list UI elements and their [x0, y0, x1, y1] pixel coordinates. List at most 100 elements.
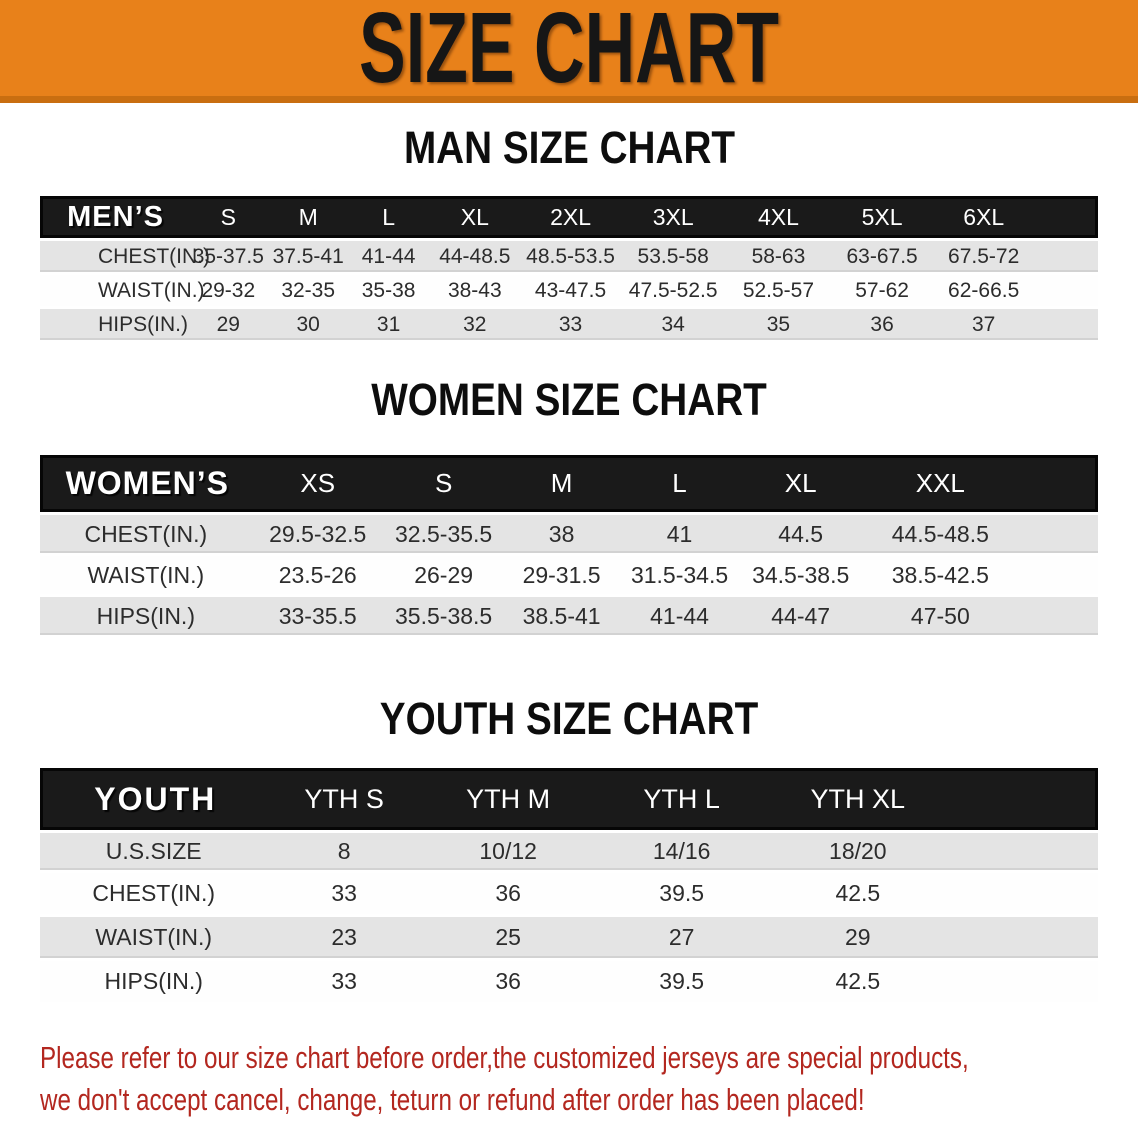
size-value-cell: 23: [267, 917, 421, 961]
size-value-cell: 26-29: [383, 556, 504, 597]
size-column-header: 2XL: [520, 196, 621, 238]
size-value-cell: 38-43: [429, 275, 521, 309]
youth-section-title-text: YOUTH SIZE CHART: [379, 693, 759, 744]
filler-cell: [947, 873, 1098, 917]
header-filler: [947, 768, 1098, 830]
size-value-cell: 33: [267, 961, 421, 1005]
table-row: CHEST(IN.) 35-37.5 37.5-41 41-44 44-48.5 48.5…: [40, 238, 1098, 275]
size-column-header: XL: [429, 196, 521, 238]
size-value-cell: 38: [503, 512, 620, 556]
size-value-cell: 35-37.5: [188, 238, 269, 275]
table-row: WAIST(IN.) 23.5-26 26-29 29-31.5 31.5-34.5 34…: [40, 556, 1098, 597]
filler-cell: [1018, 597, 1098, 638]
size-value-cell: 18/20: [767, 830, 948, 873]
row-label: WAIST(IN.): [40, 275, 205, 309]
table-header-row: WOMEN’S XS S M L XL XXL: [40, 455, 1098, 512]
size-value-cell: 38.5-42.5: [862, 556, 1019, 597]
women-size-table: WOMEN’S XS S M L XL XXL CHEST(IN.) 29.5-32.5 32.5…: [40, 455, 1098, 638]
table-row: WAIST(IN.) 29-32 32-35 35-38 38-43 43-47.5 47.…: [40, 275, 1098, 309]
size-value-cell: 35.5-38.5: [383, 597, 504, 638]
group-label: MEN’S: [40, 196, 189, 238]
filler-cell: [947, 961, 1098, 1005]
table-row: WAIST(IN.) 23 25 27 29: [40, 917, 1098, 961]
size-value-cell: 39.5: [595, 873, 768, 917]
size-value-cell: 34: [620, 309, 726, 343]
table-row: CHEST(IN.) 29.5-32.5 32.5-35.5 38 41 44.5 44.5…: [40, 512, 1098, 556]
size-column-header: S: [383, 455, 504, 512]
size-column-header: 6XL: [932, 196, 1035, 238]
size-value-cell: 31.5-34.5: [619, 556, 740, 597]
size-value-cell: 63-67.5: [831, 238, 933, 275]
size-value-cell: 27: [595, 917, 768, 961]
size-value-cell: 47-50: [862, 597, 1019, 638]
size-chart-banner: SIZE CHART: [0, 0, 1138, 103]
table-header-row: MEN’S S M L XL 2XL 3XL 4XL 5XL 6XL: [40, 196, 1098, 238]
size-column-header: M: [503, 455, 620, 512]
size-value-cell: 44.5-48.5: [862, 512, 1019, 556]
filler-cell: [1034, 275, 1098, 309]
size-column-header: S: [188, 196, 269, 238]
table-row: HIPS(IN.) 29 30 31 32 33 34 35 36 37: [40, 309, 1098, 343]
size-value-cell: 32.5-35.5: [383, 512, 504, 556]
filler-cell: [1034, 238, 1098, 275]
size-value-cell: 41-44: [347, 238, 430, 275]
size-value-cell: 36: [420, 961, 596, 1005]
row-label: HIPS(IN.): [40, 961, 268, 1005]
size-value-cell: 33: [267, 873, 421, 917]
group-label: WOMEN’S: [40, 455, 252, 512]
disclaimer-line-1: Please refer to our size chart before or…: [40, 1040, 969, 1075]
size-value-cell: 32: [429, 309, 521, 343]
size-value-cell: 29-31.5: [503, 556, 620, 597]
size-value-cell: 31: [347, 309, 430, 343]
size-value-cell: 57-62: [831, 275, 933, 309]
size-value-cell: 36: [831, 309, 933, 343]
size-value-cell: 29: [188, 309, 269, 343]
row-label: WAIST(IN.): [40, 917, 268, 961]
size-value-cell: 62-66.5: [932, 275, 1035, 309]
size-value-cell: 42.5: [767, 873, 948, 917]
size-value-cell: 36: [420, 873, 596, 917]
size-column-header: L: [619, 455, 740, 512]
header-filler: [1018, 455, 1098, 512]
size-column-header: XXL: [862, 455, 1019, 512]
size-column-header: M: [268, 196, 348, 238]
size-value-cell: 52.5-57: [725, 275, 832, 309]
size-value-cell: 35-38: [347, 275, 430, 309]
row-label: HIPS(IN.): [40, 597, 252, 638]
filler-cell: [1018, 512, 1098, 556]
size-value-cell: 42.5: [767, 961, 948, 1005]
youth-size-table: YOUTH YTH S YTH M YTH L YTH XL U.S.SIZE 8 10/12…: [40, 768, 1098, 1005]
size-value-cell: 10/12: [420, 830, 596, 873]
disclaimer-line-2: we don't accept cancel, change, teturn o…: [40, 1082, 865, 1117]
disclaimer-note: Please refer to our size chart before or…: [40, 1037, 969, 1121]
group-label: YOUTH: [40, 768, 268, 830]
size-column-header: 4XL: [725, 196, 832, 238]
row-label: CHEST(IN.): [40, 873, 268, 917]
size-column-header: XL: [739, 455, 863, 512]
row-label: WAIST(IN.): [40, 556, 252, 597]
size-column-header: YTH S: [267, 768, 421, 830]
size-value-cell: 30: [268, 309, 348, 343]
size-value-cell: 35: [725, 309, 832, 343]
table-header-row: YOUTH YTH S YTH M YTH L YTH XL: [40, 768, 1098, 830]
size-value-cell: 29-32: [188, 275, 269, 309]
header-filler: [1034, 196, 1098, 238]
size-value-cell: 67.5-72: [932, 238, 1035, 275]
size-value-cell: 32-35: [268, 275, 348, 309]
row-label: CHEST(IN.): [40, 238, 210, 275]
row-label: U.S.SIZE: [40, 830, 268, 873]
size-value-cell: 41: [619, 512, 740, 556]
women-section-title: WOMEN SIZE CHART: [0, 377, 1138, 423]
size-value-cell: 33: [520, 309, 621, 343]
table-row: U.S.SIZE 8 10/12 14/16 18/20: [40, 830, 1098, 873]
filler-cell: [947, 830, 1098, 873]
size-value-cell: 53.5-58: [620, 238, 726, 275]
table-row: HIPS(IN.) 33 36 39.5 42.5: [40, 961, 1098, 1005]
size-column-header: 5XL: [831, 196, 933, 238]
filler-cell: [1034, 309, 1098, 343]
size-value-cell: 47.5-52.5: [620, 275, 726, 309]
size-value-cell: 23.5-26: [251, 556, 384, 597]
table-row: HIPS(IN.) 33-35.5 35.5-38.5 38.5-41 41-44 44-…: [40, 597, 1098, 638]
size-value-cell: 33-35.5: [251, 597, 384, 638]
size-value-cell: 44-47: [739, 597, 863, 638]
